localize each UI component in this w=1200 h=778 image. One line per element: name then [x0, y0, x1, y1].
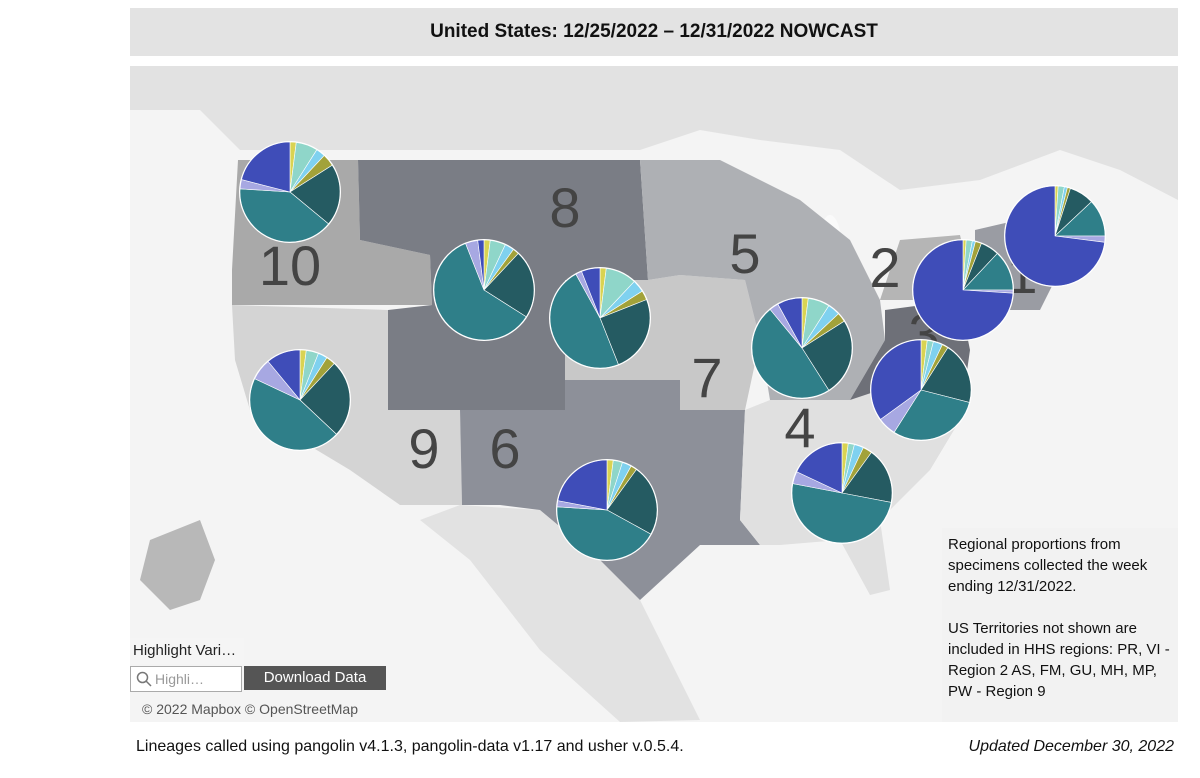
map: 10875964321 — [130, 66, 1178, 722]
region-label: 4 — [784, 396, 815, 459]
pie-slice — [841, 452, 893, 503]
note-text: Regional proportions from specimens coll… — [948, 536, 1148, 595]
pie-slice — [599, 299, 651, 365]
pie-slice — [433, 243, 527, 341]
pie-slice — [796, 442, 843, 494]
footer-note: Lineages called using pangolin v4.1.3, p… — [136, 738, 684, 755]
attribution: © 2022 Mapbox © OpenStreetMap — [142, 701, 358, 717]
pie-slice — [801, 320, 853, 391]
download-button[interactable]: Download Data — [244, 666, 386, 690]
pie-slice — [606, 469, 658, 535]
title: United States: 12/25/2022 – 12/31/2022 N… — [130, 8, 1178, 56]
pie-slice — [557, 459, 608, 511]
note: Regional proportions from specimens coll… — [942, 528, 1178, 722]
pie-slice — [241, 141, 291, 193]
highlight-label: Highlight Vari… — [130, 638, 244, 664]
pie-slice — [239, 188, 329, 243]
search-icon — [136, 671, 152, 687]
pie-slice — [556, 506, 652, 561]
pie-slice — [549, 273, 619, 369]
pie-slice — [483, 253, 535, 318]
region-label: 7 — [691, 346, 722, 409]
pie-slice — [912, 239, 1014, 341]
pie-slice — [920, 347, 972, 403]
note-text: US Territories not shown are included in… — [948, 620, 1170, 700]
region-label: 2 — [869, 236, 900, 299]
region-label: 8 — [549, 176, 580, 239]
region-label: 10 — [259, 234, 321, 297]
pie-slice — [289, 164, 341, 225]
pie-slice — [299, 363, 351, 435]
search-input[interactable]: Highli… — [130, 666, 242, 692]
pie-slice — [581, 267, 601, 319]
pie-slice — [249, 378, 337, 451]
search-placeholder: Highli… — [155, 671, 205, 687]
pie-slice — [791, 483, 892, 544]
pie-slice — [893, 389, 970, 441]
region-label: 9 — [408, 417, 439, 480]
pie-slice — [870, 339, 922, 420]
region-label: 5 — [729, 222, 760, 285]
region-label: 6 — [489, 417, 520, 480]
pie-slice — [1004, 185, 1105, 287]
pie-slice — [751, 309, 830, 399]
pie-slice — [267, 349, 301, 401]
pie-slice — [477, 239, 485, 291]
pie-slice — [777, 297, 803, 349]
updated-date: Updated December 30, 2022 — [968, 738, 1174, 755]
